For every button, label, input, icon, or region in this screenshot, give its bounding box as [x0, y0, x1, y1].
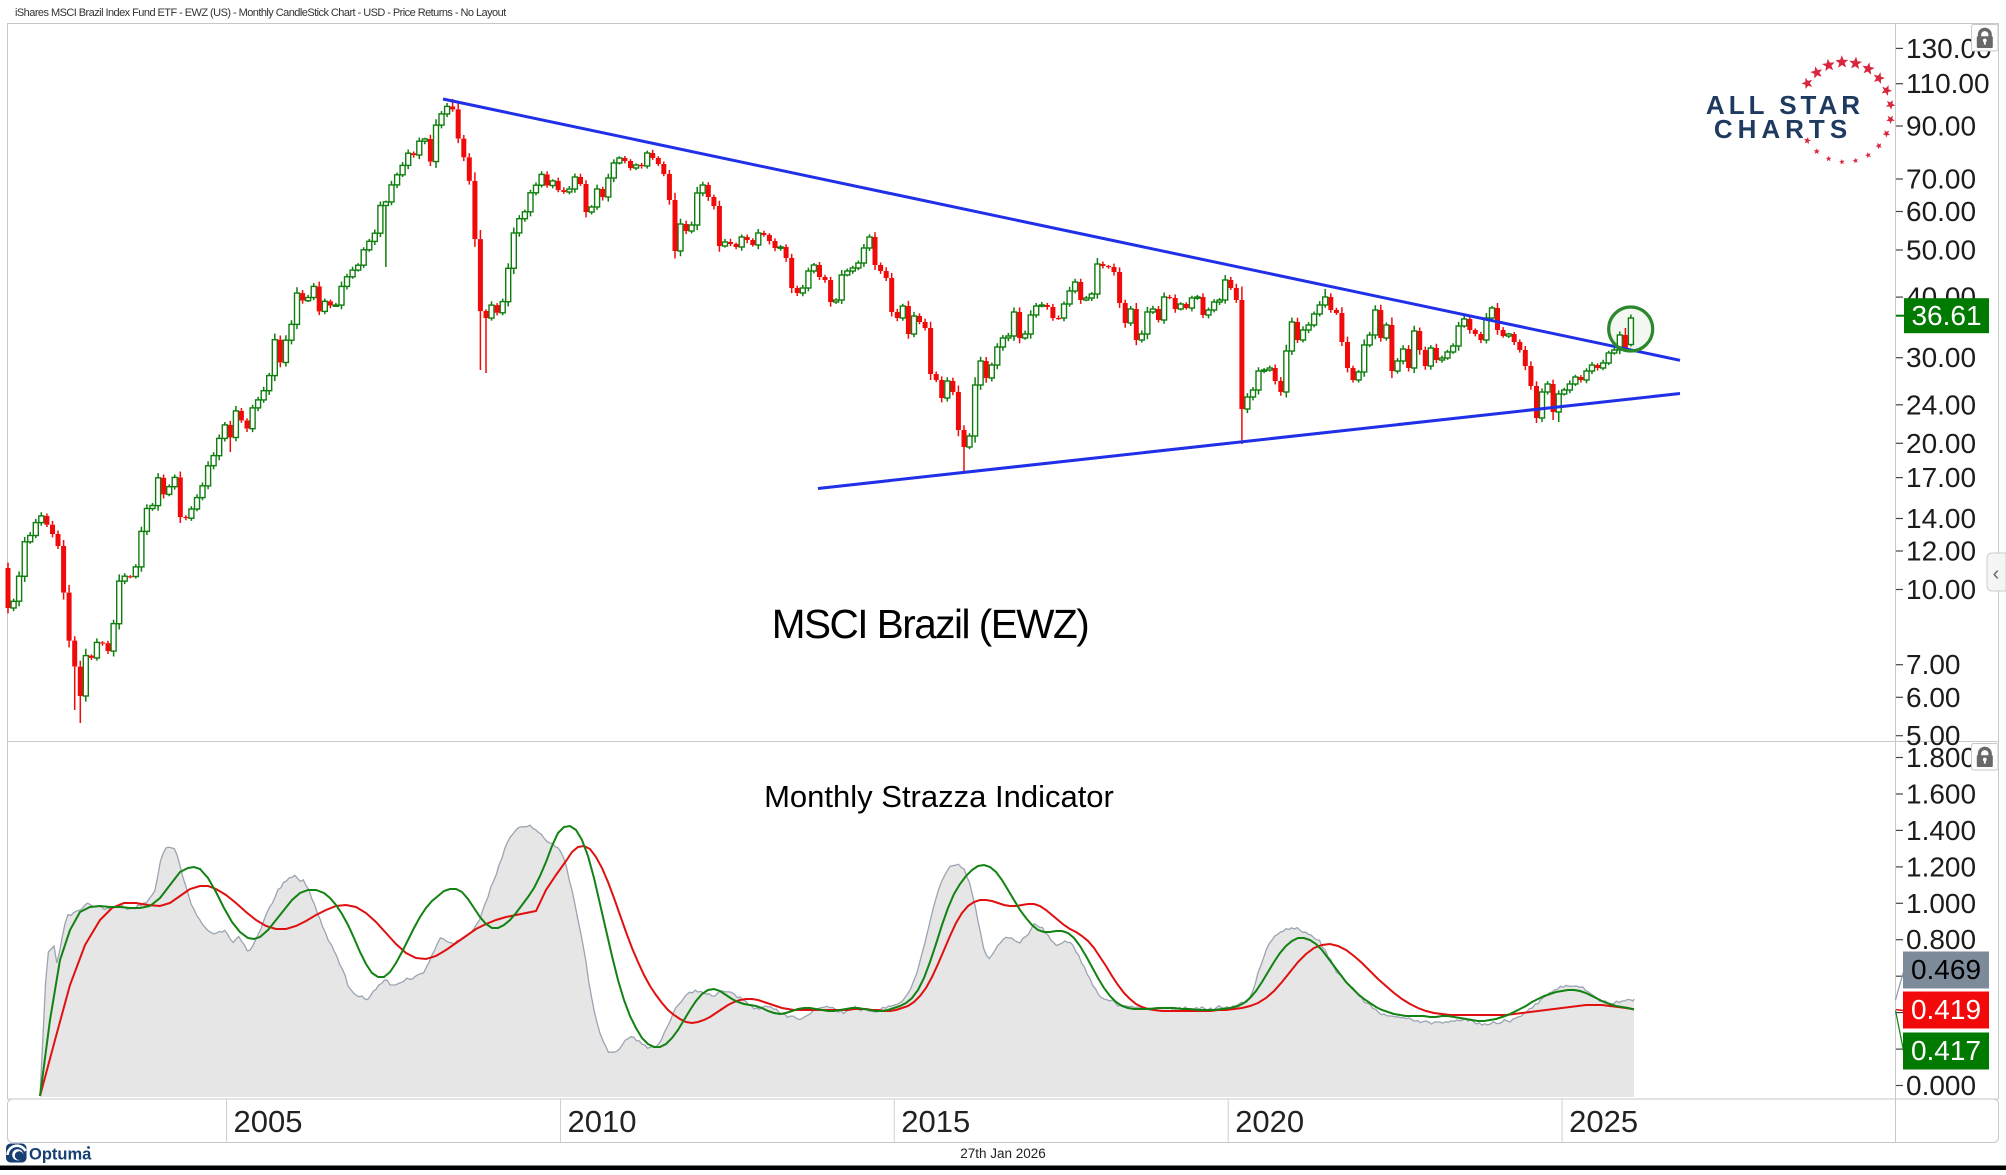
svg-text:1.800: 1.800 — [1906, 742, 1976, 773]
svg-text:2005: 2005 — [234, 1104, 303, 1139]
svg-text:5.00: 5.00 — [1906, 720, 1961, 751]
svg-text:0.469: 0.469 — [1911, 954, 1981, 985]
svg-text:10.00: 10.00 — [1906, 574, 1976, 605]
svg-text:0.417: 0.417 — [1911, 1035, 1981, 1066]
svg-text:20.00: 20.00 — [1906, 428, 1976, 459]
svg-text:27th Jan 2026: 27th Jan 2026 — [960, 1146, 1046, 1161]
svg-text:24.00: 24.00 — [1906, 389, 1976, 420]
svg-text:ALL STAR: ALL STAR — [1706, 90, 1864, 120]
svg-text:1.400: 1.400 — [1906, 815, 1976, 846]
svg-text:90.00: 90.00 — [1906, 111, 1976, 142]
svg-text:110.00: 110.00 — [1906, 68, 1990, 99]
svg-text:‹: ‹ — [1993, 563, 2000, 585]
svg-text:6.00: 6.00 — [1906, 682, 1961, 713]
svg-text:36.61: 36.61 — [1911, 300, 1981, 331]
svg-text:1.200: 1.200 — [1906, 851, 1976, 882]
svg-text:60.00: 60.00 — [1906, 196, 1976, 227]
svg-text:1.000: 1.000 — [1906, 888, 1976, 919]
svg-text:0.800: 0.800 — [1906, 924, 1976, 955]
svg-text:Monthly Strazza Indicator: Monthly Strazza Indicator — [764, 779, 1114, 814]
svg-text:CHARTS: CHARTS — [1714, 114, 1852, 144]
svg-text:14.00: 14.00 — [1906, 503, 1976, 534]
svg-text:MSCI Brazil (EWZ): MSCI Brazil (EWZ) — [772, 601, 1088, 647]
svg-text:2020: 2020 — [1235, 1104, 1304, 1139]
svg-text:1.600: 1.600 — [1906, 779, 1976, 810]
svg-text:0.419: 0.419 — [1911, 994, 1981, 1025]
svg-text:0.000: 0.000 — [1906, 1070, 1976, 1101]
svg-text:2025: 2025 — [1569, 1104, 1638, 1139]
svg-text:12.00: 12.00 — [1906, 536, 1976, 567]
svg-text:30.00: 30.00 — [1906, 342, 1976, 373]
svg-text:70.00: 70.00 — [1906, 164, 1976, 195]
svg-text:2015: 2015 — [901, 1104, 970, 1139]
svg-text:Optuma: Optuma — [29, 1146, 92, 1164]
svg-text:17.00: 17.00 — [1906, 462, 1976, 493]
svg-text:50.00: 50.00 — [1906, 235, 1976, 266]
svg-text:7.00: 7.00 — [1906, 649, 1961, 680]
svg-text:2010: 2010 — [568, 1104, 637, 1139]
svg-text:iShares MSCI Brazil Index Fund: iShares MSCI Brazil Index Fund ETF - EWZ… — [15, 7, 506, 19]
